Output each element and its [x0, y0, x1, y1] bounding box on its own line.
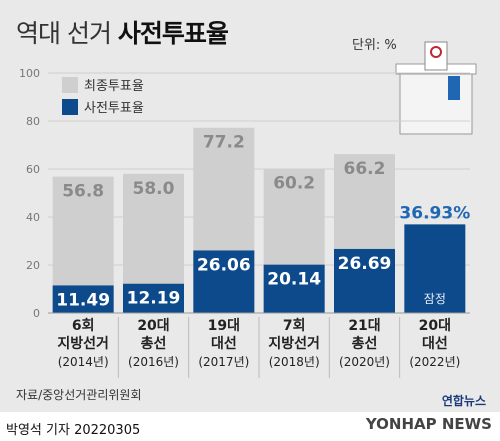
y-tick-label: 80: [26, 115, 40, 128]
data-label-early: 20.14: [267, 270, 321, 290]
x-category-label: (2016년): [128, 355, 179, 369]
footer: 박영석 기자 20220305 YONHAP NEWS: [0, 412, 500, 441]
bar-early: [334, 248, 395, 313]
data-label-total: 56.8: [62, 182, 104, 202]
bar-early: [123, 283, 184, 313]
x-category-label: 지방선거: [57, 335, 109, 352]
ballot-box-panel-icon: [448, 76, 460, 100]
x-category-label: (2014년): [58, 355, 109, 369]
data-label-early: 12.19: [127, 289, 181, 309]
bar-early: [404, 224, 466, 313]
y-tick-label: 100: [19, 67, 40, 80]
data-label-early: 26.06: [197, 255, 251, 275]
x-category-label: 대선: [422, 336, 448, 352]
bar-early: [52, 285, 114, 313]
x-category-label: 7회: [283, 318, 306, 334]
x-category-label: 20대: [137, 318, 169, 334]
source-label: 자료/중앙선거관리위원회: [16, 388, 142, 402]
x-category-label: 총선: [141, 336, 167, 352]
legend-label-early: 사전투표율: [84, 101, 144, 116]
x-category-label: 지방선거: [268, 335, 320, 352]
data-label-early: 36.93%: [399, 203, 470, 223]
data-label-total: 77.2: [203, 133, 245, 153]
legend-swatch-total: [62, 77, 78, 93]
y-tick-label: 60: [26, 163, 40, 176]
x-category-label: 대선: [211, 336, 237, 352]
x-category-label: (2017년): [198, 355, 249, 369]
legend-label-total: 최종투표율: [84, 79, 144, 94]
annotation-label: 잠정: [424, 292, 446, 306]
title-light: 역대 선거: [16, 19, 112, 48]
data-label-early: 26.69: [338, 254, 392, 274]
early-voting-chart: 020406080100최종투표율사전투표율56.811.496회지방선거(20…: [19, 41, 477, 378]
page-title: 역대 선거 사전투표율: [16, 14, 229, 50]
data-label-total: 60.2: [273, 174, 315, 194]
byline: 박영석 기자 20220305: [6, 423, 141, 438]
x-category-label: 총선: [352, 336, 378, 352]
y-tick-label: 0: [33, 307, 40, 320]
ballot-stamp-icon: [430, 46, 442, 58]
x-category-label: 19대: [208, 318, 240, 334]
logo-small: 연합뉴스: [441, 394, 486, 408]
x-category-label: 20대: [419, 318, 451, 334]
title-bold: 사전투표율: [117, 19, 229, 48]
y-tick-label: 20: [26, 259, 40, 272]
ballot-box-icon: [399, 69, 473, 135]
x-category-label: (2020년): [339, 355, 390, 369]
x-category-label: 21대: [348, 318, 380, 334]
x-category-label: 6회: [72, 318, 95, 334]
data-label-total: 58.0: [133, 179, 175, 199]
x-category-label: (2018년): [269, 355, 320, 369]
x-category-label: (2022년): [409, 355, 460, 369]
legend-swatch-early: [62, 99, 78, 115]
unit-label: 단위: %: [352, 38, 397, 53]
data-label-total: 66.2: [344, 159, 386, 179]
bar-early: [263, 264, 325, 313]
y-tick-label: 40: [26, 211, 40, 224]
data-label-early: 11.49: [56, 290, 110, 310]
yonhap-logo: YONHAP NEWS: [365, 415, 492, 433]
bar-early: [193, 250, 255, 313]
